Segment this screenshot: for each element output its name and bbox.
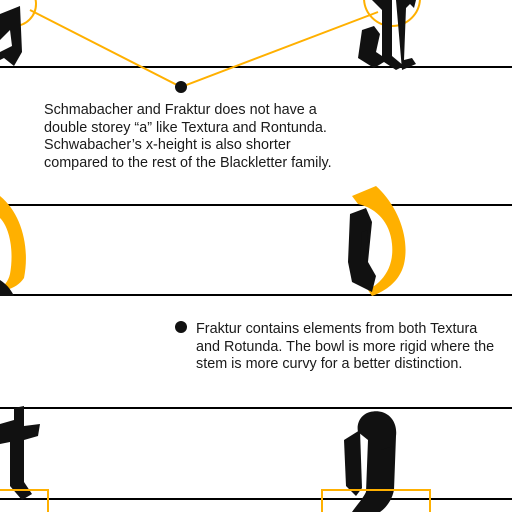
glyph-t-left <box>0 406 40 500</box>
note-1-line-1: Schmabacher and Fraktur does not have a <box>44 102 317 118</box>
callout-bullet-2 <box>175 321 187 333</box>
glyph-d-fraktur <box>348 186 406 296</box>
note-2-line-3: stem is more curvy for a better distinct… <box>196 356 463 372</box>
note-fraktur-elements: Fraktur contains elements from both Text… <box>196 321 512 374</box>
note-2-line-2: and Rotunda. The bowl is more rigid wher… <box>196 338 495 355</box>
glyph-g-fraktur <box>344 411 397 512</box>
glyph-a-fraktur <box>358 0 416 70</box>
note-schwabacher-fraktur-a: Schmabacher and Fraktur does not have a … <box>44 102 374 172</box>
note-1-line-3: Schwabacher’s x-height is also shorter <box>44 137 291 153</box>
note-1-line-2: double storey “a” like Textura and Rontu… <box>44 119 327 136</box>
callout-bullet-1 <box>175 81 187 93</box>
glyph-a-schwabacher <box>0 6 22 66</box>
note-2-line-1: Fraktur contains elements from both Text… <box>196 321 478 337</box>
highlight-box-right <box>321 489 431 512</box>
glyph-d-left <box>0 196 26 296</box>
highlight-box-left <box>0 489 49 512</box>
guide-rules <box>0 66 512 500</box>
note-1-line-4: compared to the rest of the Blackletter … <box>44 154 332 171</box>
